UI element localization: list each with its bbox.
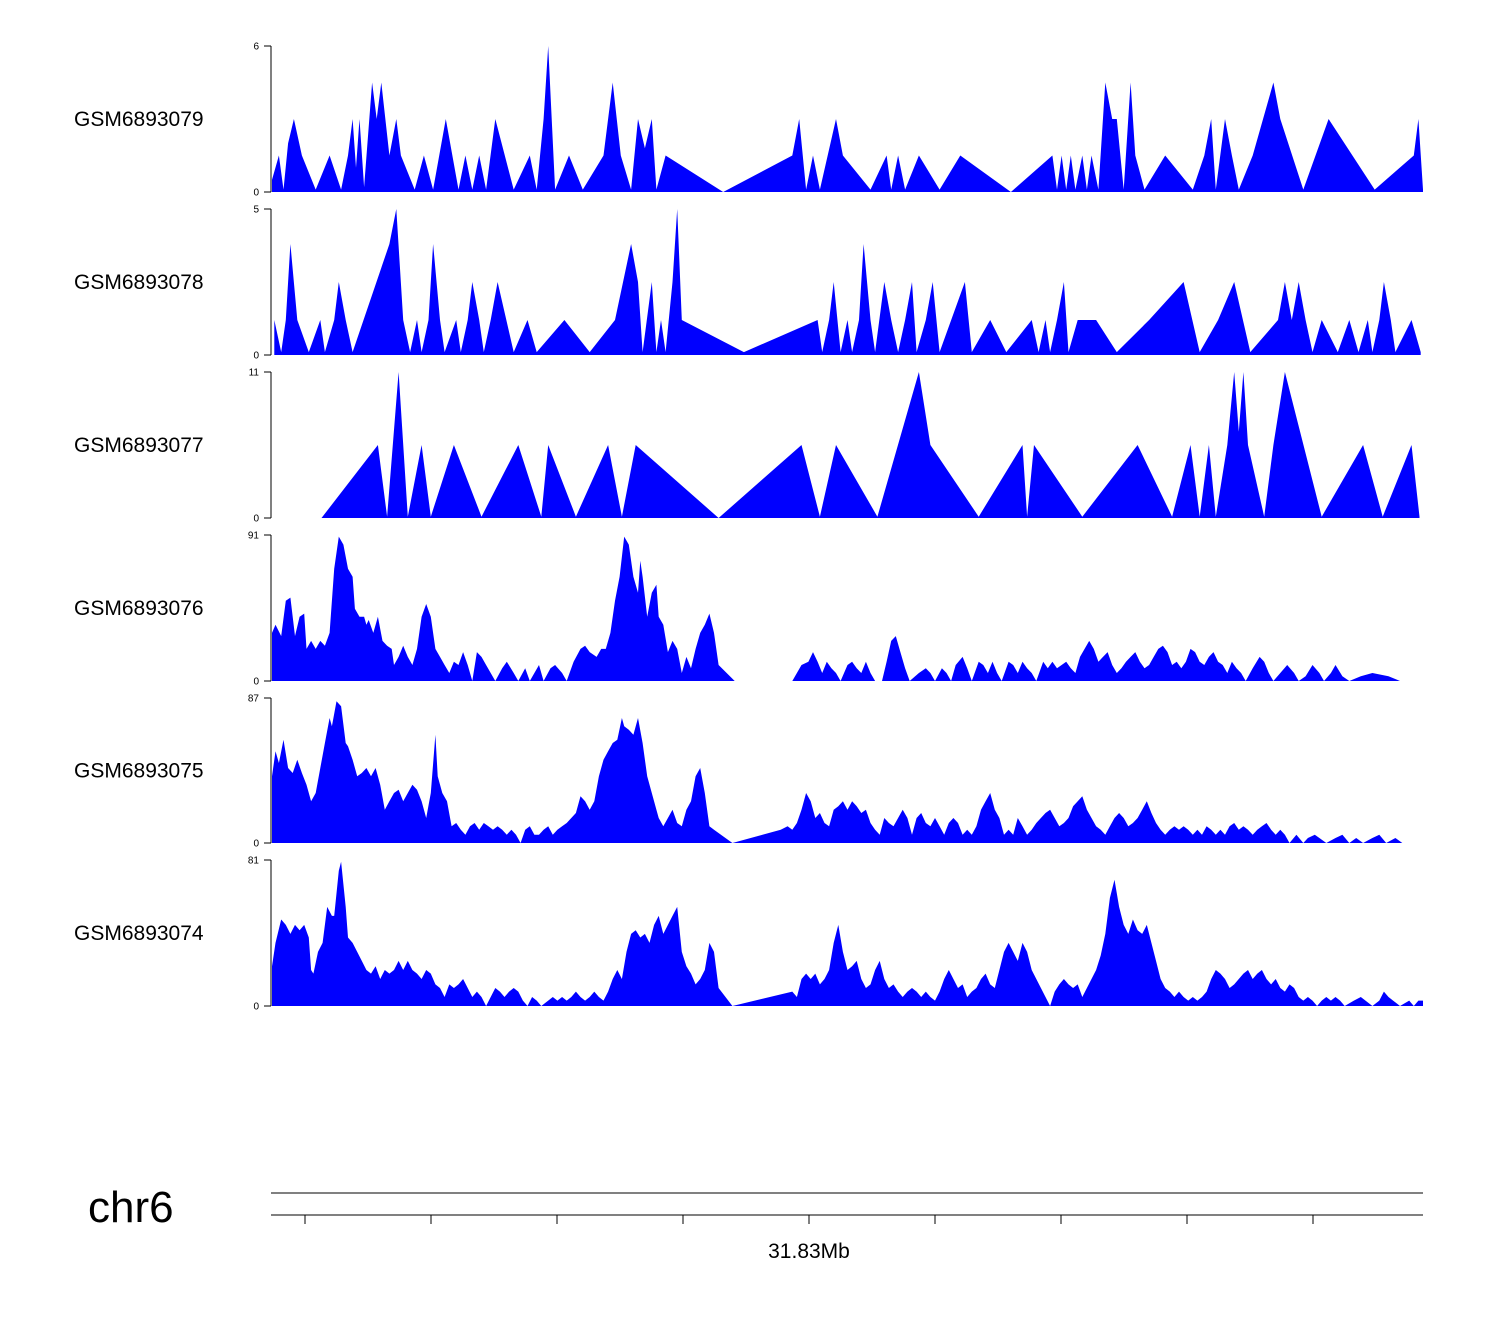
coverage-area: [274, 209, 1420, 355]
y-axis-tick-label: 0: [253, 839, 259, 850]
track-label: GSM6893075: [74, 760, 204, 783]
y-axis-tick-label: 0: [253, 677, 259, 688]
coverage-area: [272, 701, 1402, 843]
y-axis-tick-label: 0: [253, 1002, 259, 1013]
coverage-area: [272, 862, 1423, 1006]
track: GSM6893077 11 0: [74, 368, 1420, 525]
coverage-area: [272, 537, 1400, 681]
y-axis-tick-label: 91: [248, 531, 260, 542]
genome-axis-tick-label: 31.83Mb: [768, 1240, 850, 1263]
chromosome-label: chr6: [88, 1183, 174, 1232]
track: GSM6893074 81 0: [74, 856, 1423, 1013]
coverage-tracks: GSM689307960GSM689307850GSM6893077110GSM…: [74, 42, 1423, 1013]
ideogram: chr6: [88, 1183, 1423, 1232]
track-label: GSM6893077: [74, 434, 204, 457]
track: GSM6893076 91 0: [74, 531, 1400, 688]
y-axis-tick-label: 6: [253, 42, 259, 53]
y-axis-tick-label: 87: [248, 694, 260, 705]
y-axis-tick-label: 0: [253, 514, 259, 525]
track: GSM6893078 5 0: [74, 205, 1421, 362]
coverage-area: [272, 46, 1423, 192]
track: GSM6893079 6 0: [74, 42, 1423, 199]
track-label: GSM6893079: [74, 108, 204, 131]
genome-axis: 31.83Mb: [271, 1215, 1423, 1263]
coverage-area: [322, 372, 1420, 518]
track-label: GSM6893076: [74, 597, 204, 620]
track-label: GSM6893074: [74, 922, 204, 945]
track: GSM6893075 87 0: [74, 694, 1402, 850]
y-axis-tick-label: 5: [253, 205, 259, 216]
track-label: GSM6893078: [74, 271, 204, 294]
y-axis-tick-label: 81: [248, 856, 260, 867]
y-axis-tick-label: 11: [249, 368, 260, 379]
y-axis-tick-label: 0: [253, 188, 259, 199]
y-axis-tick-label: 0: [253, 351, 259, 362]
